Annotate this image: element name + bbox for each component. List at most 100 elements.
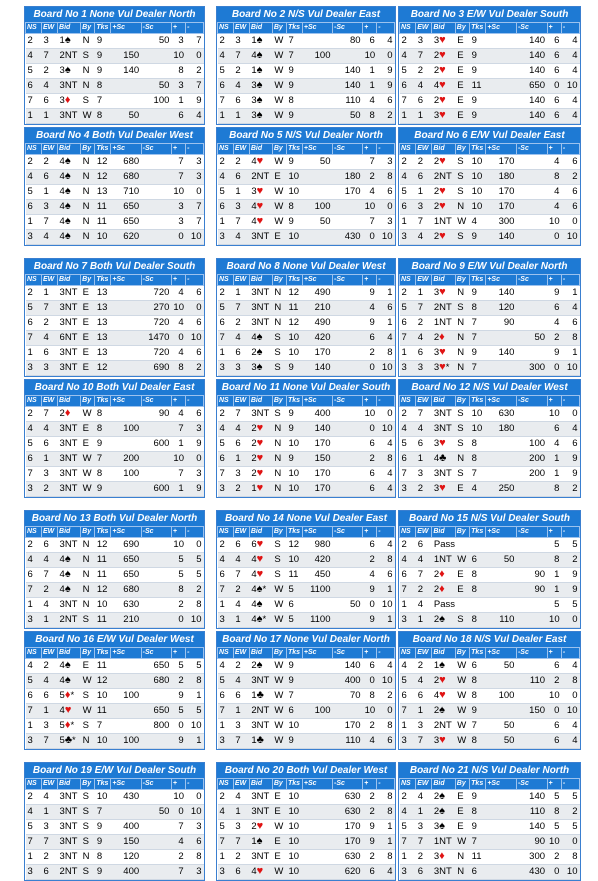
minus-score (516, 229, 548, 245)
plus-score (485, 330, 517, 346)
bid-cell: 3NT (57, 849, 81, 865)
plus-score (485, 436, 517, 452)
column-header: Tks (94, 647, 112, 659)
minus-points: 3 (185, 154, 204, 170)
tricks: 8 (469, 804, 486, 820)
minus-score (332, 567, 363, 583)
tricks: 9 (286, 451, 303, 467)
bid-level: 5 (59, 735, 65, 746)
column-header: EW (415, 274, 433, 286)
ew-pair: 4 (41, 421, 58, 437)
bid-level: 4 (59, 186, 65, 197)
ns-pair: 1 (25, 849, 42, 865)
plus-points: 6 (362, 436, 377, 452)
minus-score: 690 (141, 360, 172, 376)
declarer: W (272, 582, 287, 598)
board-title: Board No 5 N/S Vul Dealer North (217, 128, 395, 143)
spade-icon: ♠ (64, 170, 71, 182)
column-header: Tks (94, 143, 112, 155)
bid-level: 3 (433, 483, 440, 494)
minus-score (332, 612, 363, 628)
table-row: 4 7 2♥ E 9 140 6 4 (399, 48, 580, 64)
column-header: Bid (248, 395, 273, 407)
column-header: By (271, 143, 288, 155)
bid-level: 3NT (59, 347, 78, 358)
bid-level: 3NT (59, 836, 78, 847)
column-header: - (185, 526, 204, 538)
spade-icon: ♠ (439, 790, 446, 802)
minus-score (516, 612, 548, 628)
table-row: 3 4 3NT E 10 430 0 10 (217, 229, 395, 245)
plus-points: 9 (362, 834, 377, 850)
table-row: 4 2 2♠ W 9 140 6 4 (217, 658, 395, 674)
plus-score: 110 (485, 612, 517, 628)
table-row: 1 2 3NT N 8 120 2 8 (25, 849, 204, 865)
declarer: E (80, 300, 95, 316)
ns-pair: 5 (217, 300, 234, 316)
minus-points: 2 (185, 582, 204, 598)
plus-score: 650 (110, 552, 142, 568)
minus-score: 400 (332, 673, 363, 689)
bid-level: 2 (251, 453, 257, 464)
minus-score (332, 154, 363, 170)
ew-pair: 4 (415, 421, 432, 437)
bid-level: 3 (59, 65, 65, 76)
declarer: W (80, 108, 95, 124)
plus-points: 0 (547, 360, 562, 376)
table-row: 3 4 2♥ S 9 140 0 10 (399, 229, 580, 245)
minus-points: 4 (561, 63, 580, 79)
column-header: Tks (469, 274, 487, 286)
plus-points: 5 (171, 703, 186, 719)
spade-icon: ♠ (64, 674, 71, 686)
plus-score: 250 (485, 481, 517, 497)
bid-level: 3NT (251, 302, 270, 313)
tricks: 10 (469, 169, 486, 185)
minus-points: 6 (185, 834, 204, 850)
bid-cell: 2NT (431, 718, 456, 734)
declarer: E (80, 436, 95, 452)
plus-points: 0 (171, 718, 186, 734)
bid-cell: 3NT (249, 849, 273, 865)
ns-pair: 5 (217, 436, 234, 452)
minus-points: 4 (376, 466, 395, 482)
column-header: Bid (248, 143, 273, 155)
tricks: 5 (286, 582, 303, 598)
ns-pair: 2 (399, 33, 416, 49)
plus-points: 0 (362, 597, 377, 613)
plus-score (110, 481, 142, 497)
column-header: -Sc (331, 647, 364, 659)
plus-points: 6 (547, 93, 562, 109)
declarer: W (272, 78, 287, 94)
table-row: 6 7 2♦ E 8 90 1 9 (399, 567, 580, 583)
club-icon: ♣ (256, 689, 264, 701)
column-header: + (546, 778, 562, 790)
column-header: -Sc (140, 22, 172, 34)
declarer: W (455, 673, 470, 689)
tricks: 8 (469, 300, 486, 316)
ns-pair: 7 (217, 466, 234, 482)
tricks: 9 (286, 421, 303, 437)
bid-level: 4 (59, 569, 65, 580)
ew-pair: 4 (233, 597, 250, 613)
results-table: NS EW Bid By Tks +Sc -Sc + -2 4 3NT S 10 430 10 0 4 1 3NT S… (24, 778, 204, 880)
tricks: 12 (94, 537, 111, 553)
ns-pair: 4 (25, 169, 42, 185)
minus-points: 6 (561, 199, 580, 215)
table-row: 6 6 5♦* S 10 100 9 1 (25, 688, 204, 704)
bid-cell: 2♥ (431, 93, 456, 109)
plus-score: 100 (110, 421, 142, 437)
declarer: W (272, 597, 287, 613)
column-header: NS (24, 395, 43, 407)
table-row: 5 1 4♠ N 13 710 10 0 (25, 184, 204, 200)
bid-cell: 4♠ (57, 582, 81, 598)
minus-score (141, 184, 172, 200)
plus-points: 6 (547, 421, 562, 437)
minus-score (141, 834, 172, 850)
ns-pair: 2 (399, 789, 416, 805)
table-row: 2 2 4♥ W 9 50 7 3 (217, 154, 395, 170)
declarer: N (455, 864, 470, 880)
board-title: Board No 2 N/S Vul Dealer East (217, 7, 395, 22)
spade-icon: ♠ (64, 200, 71, 212)
bid-level: 4 (59, 705, 65, 716)
bid-cell: 4♠ (249, 48, 273, 64)
